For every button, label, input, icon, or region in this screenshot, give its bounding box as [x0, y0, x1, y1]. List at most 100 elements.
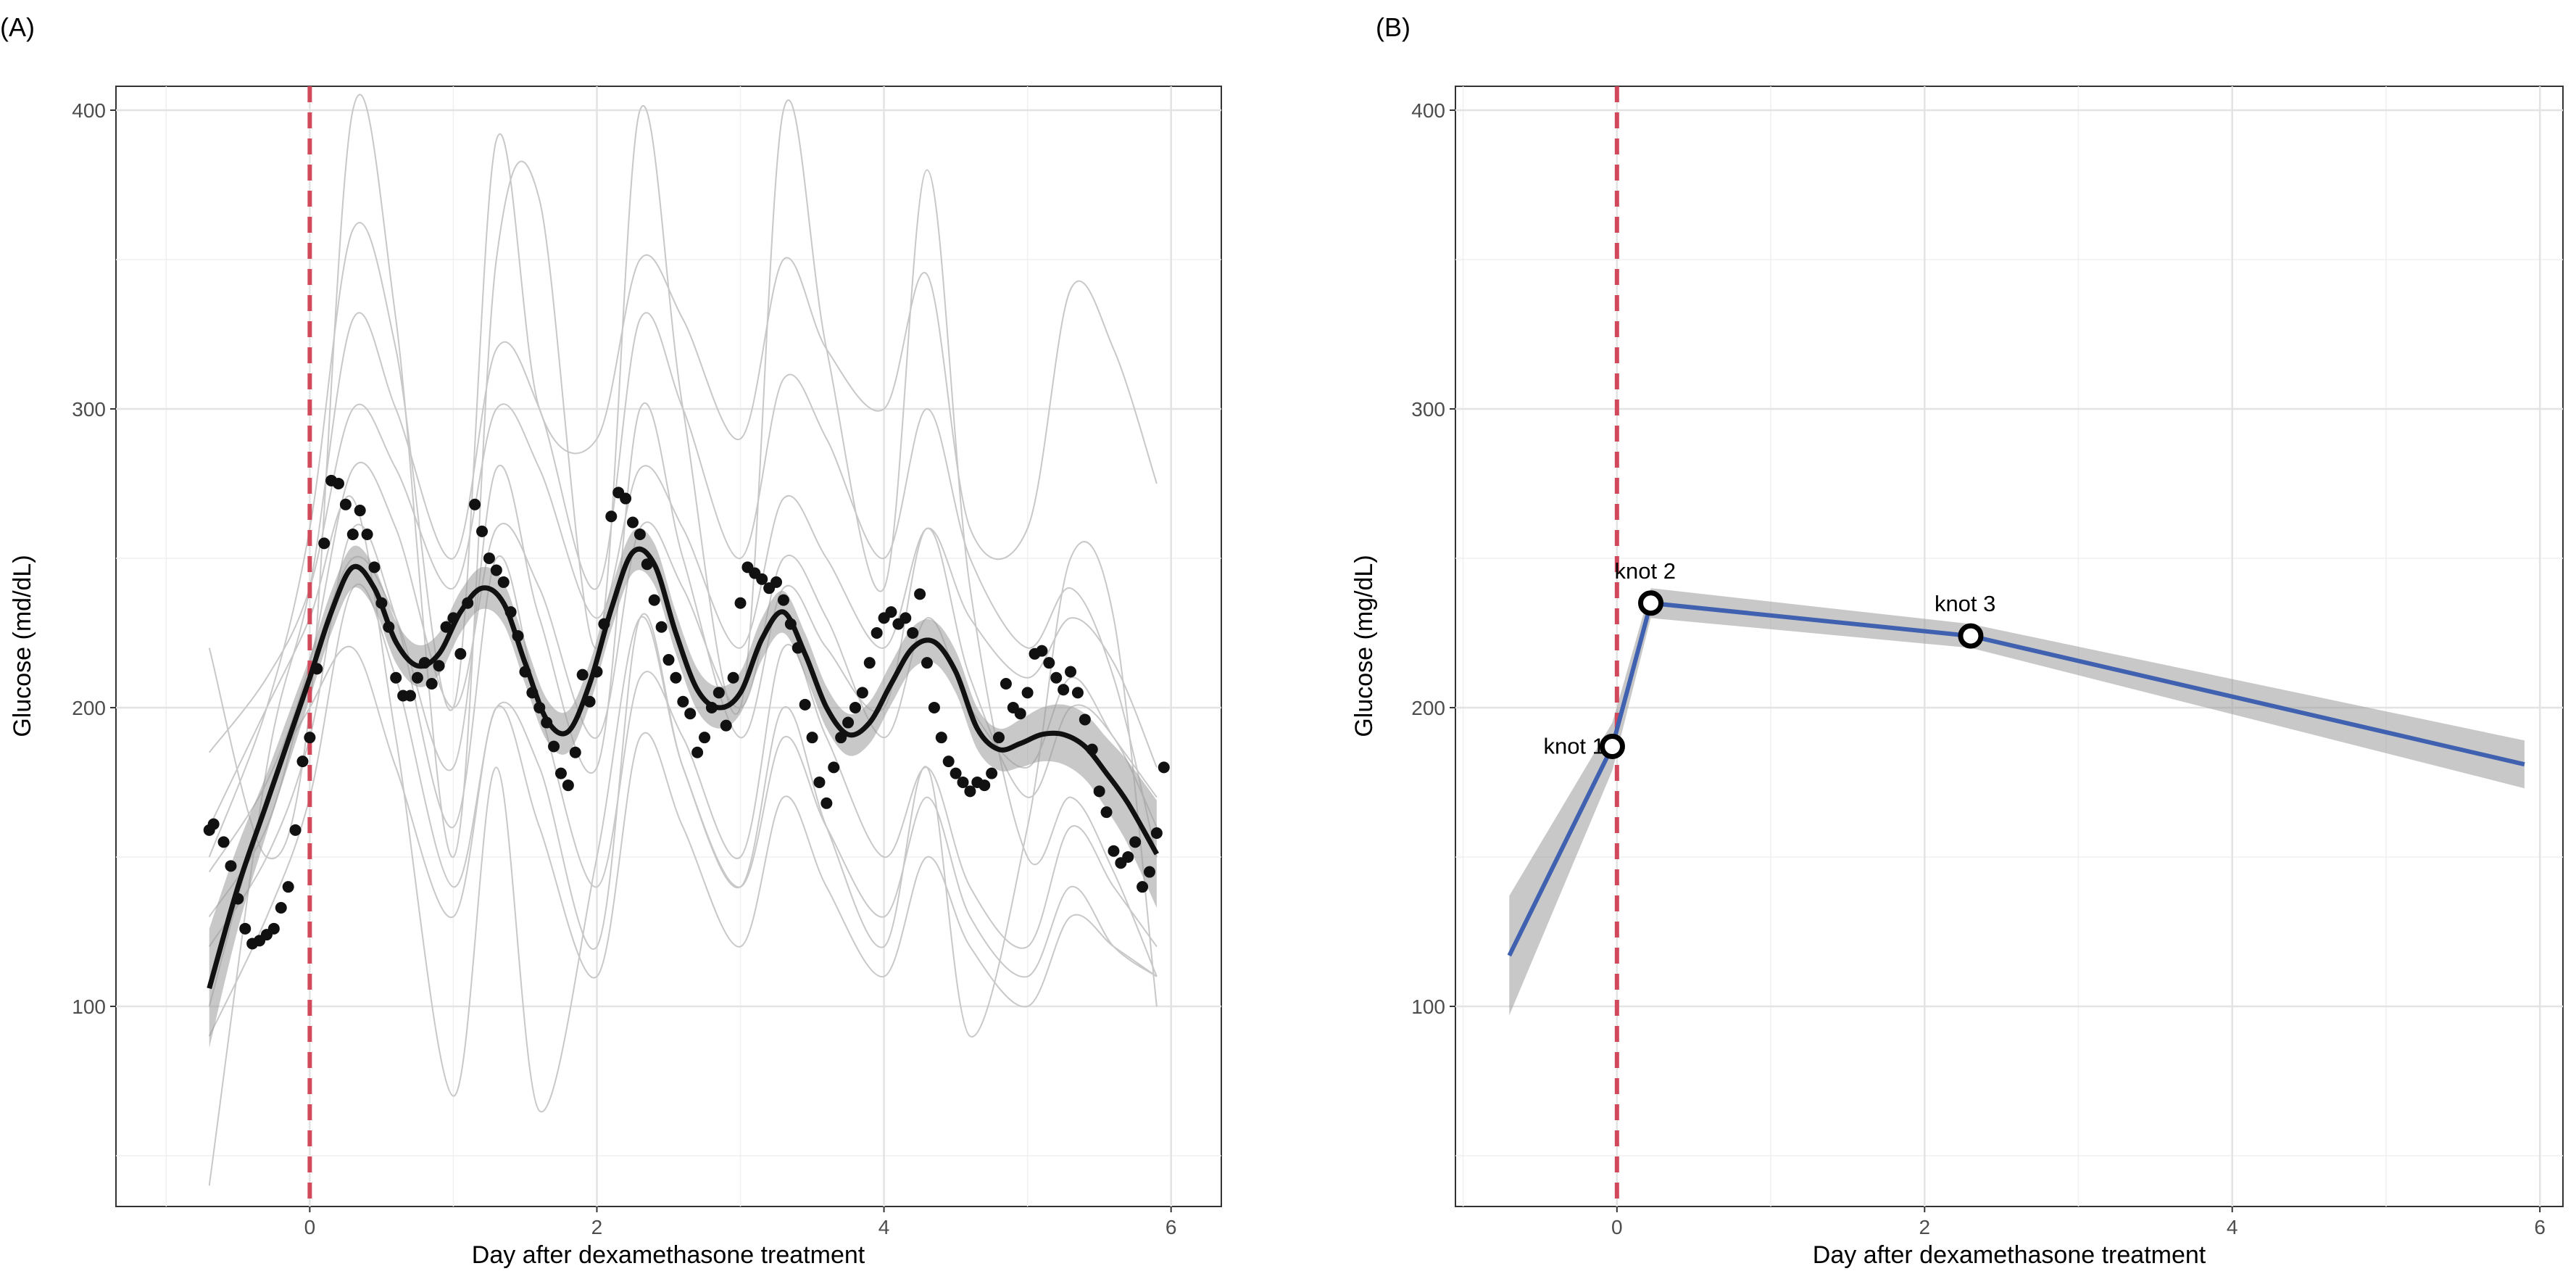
- panel-b-y-axis-title: Glucose (mg/dL): [1350, 555, 1378, 737]
- mean-data-point: [339, 498, 352, 510]
- knot-label: knot 3: [1935, 591, 1995, 616]
- mean-data-point: [648, 594, 660, 606]
- confidence-band-area: [1509, 588, 2525, 1016]
- mean-data-point: [304, 732, 316, 744]
- mean-data-point: [583, 695, 596, 708]
- mean-data-point: [799, 698, 811, 711]
- x-tick-label: 6: [1166, 1216, 1177, 1238]
- panel-b-y-tick-labels: 100 200 300 400: [1411, 99, 1455, 1018]
- mean-data-point: [784, 618, 797, 630]
- mean-data-point: [548, 740, 560, 753]
- mean-data-point: [1000, 678, 1012, 690]
- mean-data-point: [346, 529, 359, 540]
- mean-data-point: [684, 708, 697, 720]
- mean-data-point: [979, 779, 991, 792]
- mean-data-point: [655, 621, 668, 633]
- mean-data-point: [770, 576, 783, 588]
- mean-data-point: [332, 477, 344, 489]
- mean-data-point: [820, 797, 833, 809]
- mean-data-point: [1143, 866, 1155, 878]
- panel-b-x-tick-labels: 0 2 4 6: [1611, 1206, 2546, 1238]
- mean-data-point: [562, 779, 574, 792]
- mean-data-point: [504, 606, 517, 618]
- mean-data-point: [993, 732, 1005, 744]
- mean-data-point: [871, 626, 883, 639]
- mean-data-point: [705, 701, 718, 713]
- mean-data-point: [418, 657, 431, 669]
- y-tick-label: 100: [72, 996, 106, 1018]
- mean-data-point: [383, 621, 395, 633]
- panel-a-confidence-band: [209, 528, 1157, 1048]
- x-tick-label: 0: [1611, 1216, 1623, 1238]
- mean-data-point: [806, 732, 818, 744]
- y-tick-label: 400: [1411, 99, 1445, 122]
- mean-data-point: [885, 606, 897, 618]
- mean-data-point: [712, 687, 725, 699]
- mean-data-point: [411, 671, 423, 684]
- mean-data-point: [727, 671, 739, 684]
- panel-a-x-tick-labels: 0 2 4 6: [304, 1206, 1177, 1238]
- mean-data-point: [519, 666, 531, 678]
- mean-data-point: [569, 746, 581, 758]
- mean-data-point: [813, 776, 826, 788]
- mean-data-point: [591, 666, 603, 678]
- mean-data-point: [620, 492, 632, 505]
- panel-a-smooth-fit: [207, 546, 1159, 990]
- mean-data-point: [296, 756, 309, 768]
- mean-data-point: [1086, 743, 1098, 756]
- mean-data-point: [1108, 845, 1120, 857]
- mean-data-point: [447, 612, 460, 624]
- mean-data-point: [554, 767, 567, 779]
- mean-data-point: [490, 564, 502, 576]
- mean-data-point: [1021, 687, 1034, 699]
- panel-a-frame: [115, 86, 1222, 1207]
- mean-data-point: [720, 719, 732, 732]
- panel-a-individual-lines: [208, 94, 1158, 1186]
- mean-data-point: [440, 621, 452, 633]
- x-tick-label: 6: [2534, 1216, 2546, 1238]
- mean-data-point: [454, 647, 467, 660]
- mean-data-point: [670, 671, 682, 684]
- mean-data-point: [318, 537, 331, 550]
- mean-data-point: [1093, 785, 1105, 798]
- mean-data-point: [677, 695, 689, 708]
- mean-data-point: [835, 732, 847, 744]
- mean-data-point: [828, 761, 840, 774]
- x-tick-label: 4: [878, 1216, 890, 1238]
- x-tick-label: 2: [1919, 1216, 1930, 1238]
- mean-data-point: [734, 597, 747, 609]
- panel-a-x-axis-title: Day after dexamethasone treatment: [472, 1241, 865, 1269]
- mean-data-point: [1014, 708, 1026, 720]
- panel-a-y-tick-labels: 100 200 300 400: [72, 99, 116, 1018]
- mean-data-point: [907, 626, 919, 639]
- y-tick-label: 300: [72, 398, 106, 421]
- mean-data-point: [425, 678, 438, 690]
- mean-data-point: [361, 529, 373, 540]
- mean-data-point: [1137, 881, 1149, 893]
- mean-data-point: [662, 654, 675, 666]
- mean-data-point: [576, 669, 589, 681]
- mean-data-point: [928, 701, 940, 713]
- mean-data-point: [512, 630, 524, 642]
- mean-data-point: [950, 767, 962, 779]
- mean-data-point: [942, 756, 955, 768]
- mean-data-point: [476, 525, 489, 537]
- mean-data-point: [225, 860, 237, 872]
- mean-data-point: [526, 687, 539, 699]
- panel-b: (B) knot 1 knot 2 knot 3 100 200 300 400 0 2 4 6…: [1350, 12, 2564, 1269]
- mean-data-point: [483, 552, 495, 564]
- mean-data-point: [390, 671, 402, 684]
- knot-marker: [1599, 734, 1625, 760]
- mean-data-point: [217, 836, 230, 848]
- mean-data-point: [756, 573, 768, 585]
- knot-label: knot 1: [1543, 734, 1604, 759]
- mean-data-point: [633, 529, 646, 540]
- mean-data-point: [1079, 713, 1091, 726]
- y-tick-label: 100: [1411, 996, 1445, 1018]
- mean-data-point: [1043, 657, 1055, 669]
- y-tick-label: 400: [72, 99, 106, 122]
- panel-a-label: (A): [0, 12, 35, 42]
- individual-series-line: [208, 312, 1158, 1186]
- mean-data-point: [957, 776, 969, 788]
